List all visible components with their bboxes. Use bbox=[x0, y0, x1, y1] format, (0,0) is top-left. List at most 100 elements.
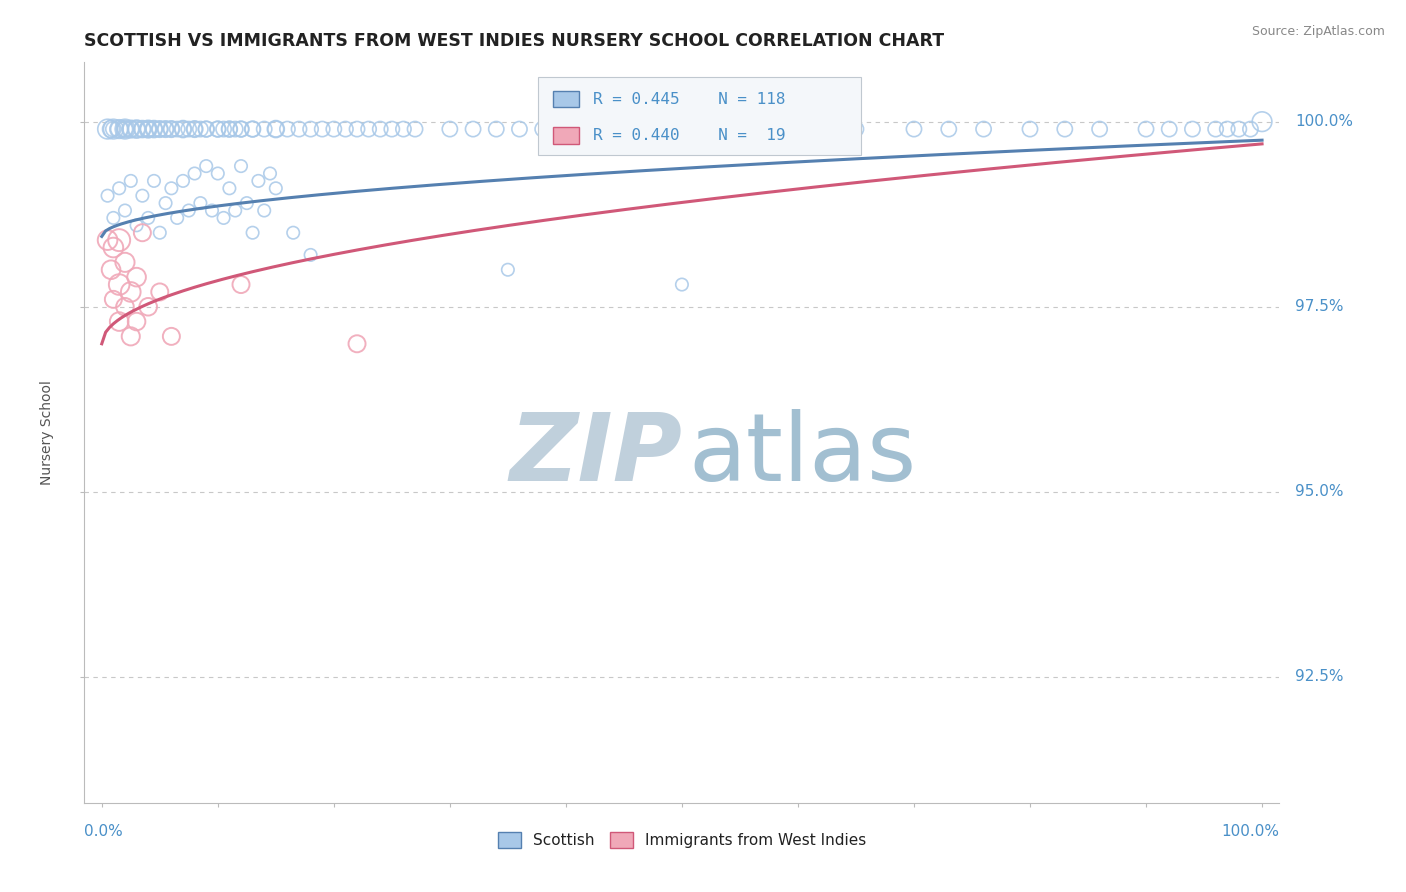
Point bbox=[114, 300, 136, 314]
Point bbox=[903, 122, 925, 136]
Point bbox=[496, 262, 519, 277]
Text: 100.0%: 100.0% bbox=[1222, 824, 1279, 839]
Point bbox=[1159, 122, 1181, 136]
Point bbox=[97, 188, 120, 202]
Point bbox=[177, 122, 200, 136]
Point bbox=[172, 174, 194, 188]
Point bbox=[114, 122, 136, 136]
Point bbox=[190, 122, 212, 136]
Point bbox=[143, 122, 166, 136]
Point bbox=[120, 329, 142, 343]
Text: Source: ZipAtlas.com: Source: ZipAtlas.com bbox=[1251, 25, 1385, 38]
Point bbox=[1216, 122, 1239, 136]
Point bbox=[160, 122, 183, 136]
Point bbox=[149, 226, 172, 240]
Point bbox=[253, 203, 276, 218]
Point bbox=[439, 122, 461, 136]
Point bbox=[195, 122, 218, 136]
Point bbox=[166, 122, 188, 136]
Point bbox=[671, 122, 693, 136]
Point bbox=[125, 270, 148, 285]
Point bbox=[183, 122, 205, 136]
Point bbox=[461, 122, 484, 136]
Point bbox=[172, 122, 194, 136]
Point bbox=[288, 122, 311, 136]
Point bbox=[108, 122, 131, 136]
Point bbox=[195, 159, 218, 173]
Point bbox=[253, 122, 276, 136]
Point bbox=[1239, 122, 1261, 136]
Point bbox=[190, 196, 212, 211]
Point bbox=[136, 122, 159, 136]
Point bbox=[207, 122, 229, 136]
Point bbox=[218, 122, 240, 136]
Point bbox=[155, 122, 177, 136]
Point bbox=[195, 122, 218, 136]
Point bbox=[149, 285, 172, 299]
Text: 97.5%: 97.5% bbox=[1295, 299, 1344, 314]
Point bbox=[335, 122, 357, 136]
Point bbox=[531, 122, 554, 136]
Text: atlas: atlas bbox=[688, 409, 917, 500]
Point bbox=[131, 188, 153, 202]
Point bbox=[264, 122, 287, 136]
Point bbox=[229, 122, 252, 136]
FancyBboxPatch shape bbox=[553, 91, 579, 107]
Text: ZIP: ZIP bbox=[509, 409, 682, 500]
Point bbox=[149, 122, 172, 136]
Point bbox=[160, 329, 183, 343]
Point bbox=[218, 122, 240, 136]
Point bbox=[554, 122, 576, 136]
Point bbox=[1019, 122, 1042, 136]
Point bbox=[125, 122, 148, 136]
FancyBboxPatch shape bbox=[538, 78, 862, 155]
Point bbox=[120, 122, 142, 136]
Point bbox=[728, 122, 751, 136]
Point bbox=[1181, 122, 1204, 136]
Point bbox=[578, 122, 600, 136]
Point bbox=[1135, 122, 1157, 136]
Point bbox=[1088, 122, 1111, 136]
Point bbox=[114, 122, 136, 136]
Point bbox=[212, 122, 235, 136]
Point bbox=[973, 122, 995, 136]
Point bbox=[346, 122, 368, 136]
Point bbox=[259, 167, 281, 181]
Point bbox=[166, 211, 188, 225]
Point bbox=[103, 122, 125, 136]
Point bbox=[108, 181, 131, 195]
Point bbox=[108, 122, 131, 136]
Point bbox=[242, 122, 264, 136]
Point bbox=[787, 122, 810, 136]
Point bbox=[600, 122, 623, 136]
Point bbox=[368, 122, 391, 136]
Point bbox=[97, 233, 120, 247]
Point bbox=[299, 122, 322, 136]
Point bbox=[136, 122, 159, 136]
Point bbox=[183, 122, 205, 136]
Point bbox=[404, 122, 426, 136]
Point bbox=[381, 122, 404, 136]
Point bbox=[299, 248, 322, 262]
Point bbox=[229, 159, 252, 173]
Point bbox=[100, 122, 122, 136]
Point bbox=[149, 122, 172, 136]
Point bbox=[322, 122, 344, 136]
Point bbox=[236, 196, 259, 211]
Point bbox=[1205, 122, 1227, 136]
Point bbox=[671, 277, 693, 292]
Point bbox=[207, 122, 229, 136]
Point bbox=[821, 122, 844, 136]
Text: 100.0%: 100.0% bbox=[1295, 114, 1353, 129]
Point bbox=[357, 122, 380, 136]
Point bbox=[392, 122, 415, 136]
Point bbox=[131, 226, 153, 240]
Point bbox=[172, 122, 194, 136]
Point bbox=[218, 181, 240, 195]
Point bbox=[224, 203, 246, 218]
Point bbox=[125, 122, 148, 136]
Point bbox=[103, 241, 125, 255]
Point bbox=[120, 174, 142, 188]
Point bbox=[97, 122, 120, 136]
Point bbox=[143, 174, 166, 188]
